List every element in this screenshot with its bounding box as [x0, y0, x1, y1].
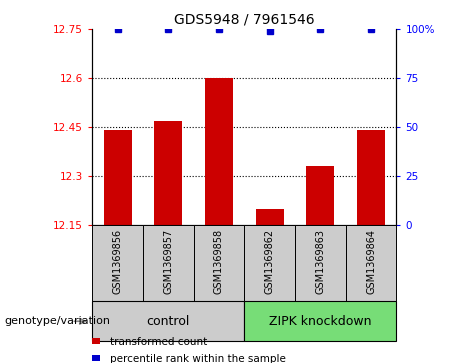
Text: GSM1369857: GSM1369857 [163, 229, 173, 294]
Title: GDS5948 / 7961546: GDS5948 / 7961546 [174, 12, 315, 26]
Bar [92, 301, 244, 341]
Bar [244, 225, 295, 301]
Bar [143, 225, 194, 301]
Bar [154, 121, 182, 225]
Bar [346, 225, 396, 301]
Bar [307, 166, 334, 225]
Bar [205, 78, 233, 225]
Text: GSM1369862: GSM1369862 [265, 229, 275, 294]
Bar [357, 130, 385, 225]
Bar [92, 355, 100, 361]
Bar [92, 225, 143, 301]
Text: GSM1369858: GSM1369858 [214, 229, 224, 294]
Text: GSM1369863: GSM1369863 [315, 229, 325, 294]
Bar [194, 225, 244, 301]
Bar [104, 130, 131, 225]
Text: ZIPK knockdown: ZIPK knockdown [269, 315, 372, 328]
Text: percentile rank within the sample: percentile rank within the sample [110, 354, 286, 363]
Text: genotype/variation: genotype/variation [5, 316, 111, 326]
Text: control: control [147, 315, 190, 328]
Bar [295, 225, 346, 301]
Text: GSM1369864: GSM1369864 [366, 229, 376, 294]
Text: GSM1369856: GSM1369856 [112, 229, 123, 294]
Bar [244, 301, 396, 341]
Text: transformed count: transformed count [110, 337, 207, 347]
Bar [92, 338, 100, 344]
Bar [256, 209, 284, 225]
